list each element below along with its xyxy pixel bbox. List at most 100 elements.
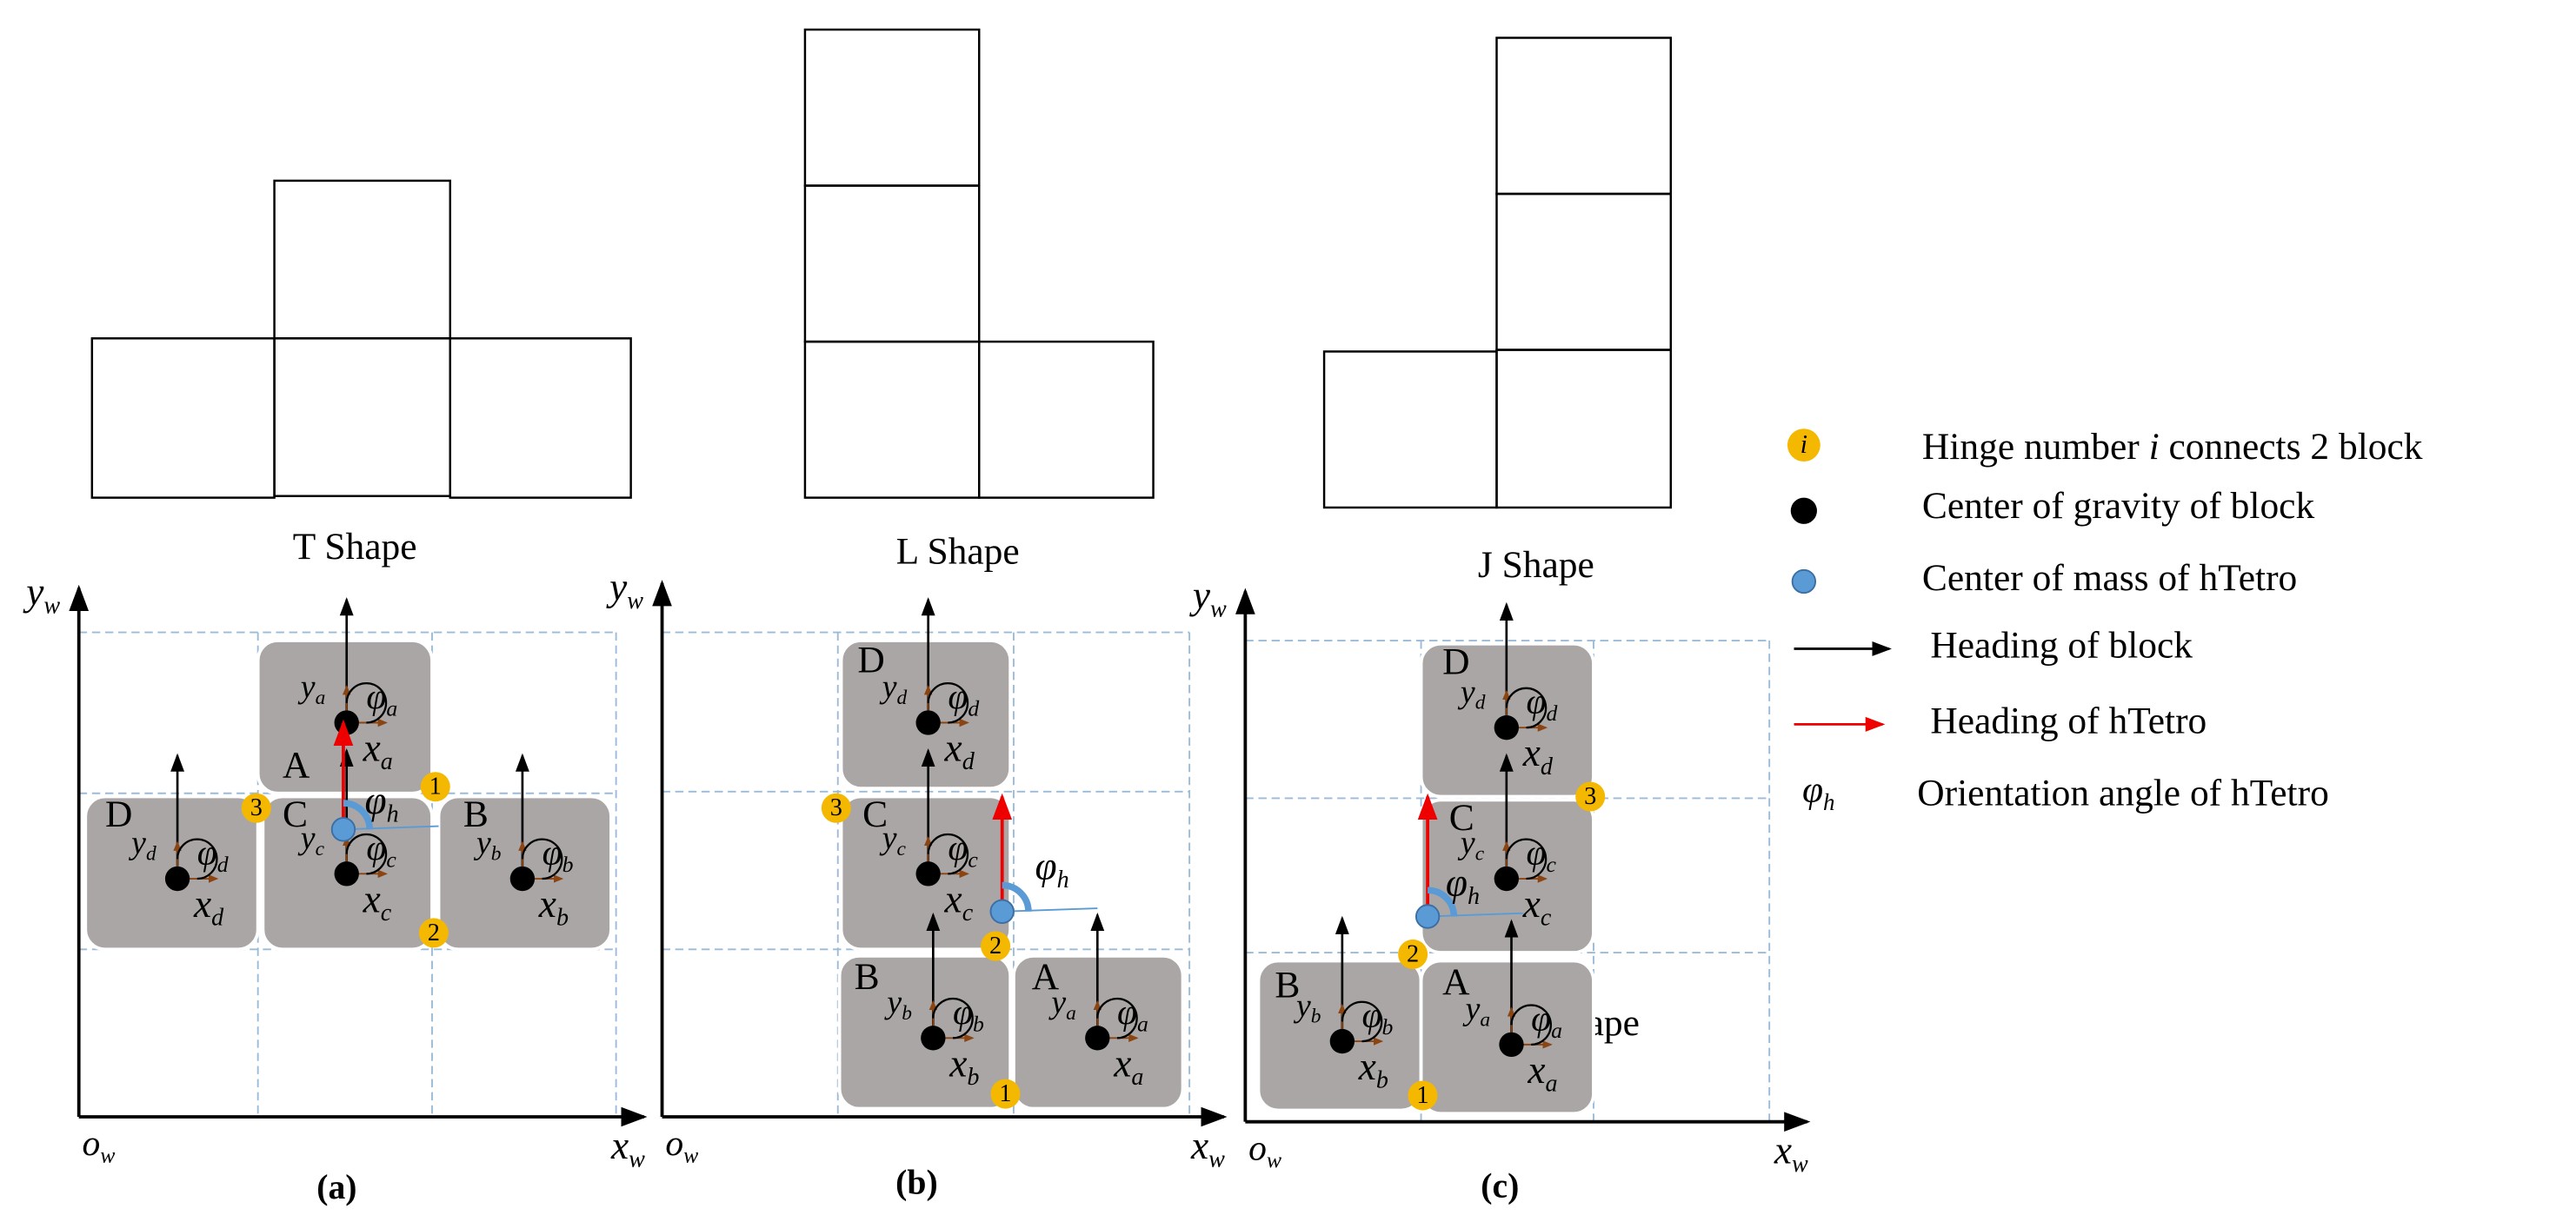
axis-y-label-base: y (606, 566, 628, 609)
block-phi-label-base: φ (948, 827, 968, 867)
block-label: D (105, 794, 132, 835)
axis-y-label-base: y (1189, 574, 1211, 617)
legend-hinge-part: i (2149, 426, 2160, 468)
block-x-label: xb (1358, 1046, 1388, 1095)
hinge (1398, 939, 1428, 969)
block-x-label-base: x (1113, 1042, 1131, 1086)
axis-y-label-sub: w (1210, 596, 1227, 623)
block-phi-label-sub: d (1547, 701, 1558, 726)
block-x-label-base: x (538, 882, 556, 926)
legend-orientation-icon-sub: h (1823, 789, 1834, 815)
outline-square (90, 337, 276, 499)
legend-mass-icon (1791, 568, 1817, 594)
block-y-label-base: y (473, 825, 491, 861)
block-y-label: ya (1462, 991, 1490, 1032)
block-y-label: yb (883, 984, 911, 1025)
block-phi-label-sub: a (1551, 1018, 1562, 1043)
hinge-number: 1 (429, 774, 442, 800)
block-label: B (463, 794, 489, 835)
block-center (915, 710, 941, 735)
axis-origin-label: ow (665, 1123, 698, 1168)
block-angle-arc (345, 682, 388, 724)
outline-square (449, 337, 632, 499)
axis-x-label-base: x (610, 1124, 629, 1167)
block-center (1499, 1032, 1524, 1058)
block-y-label: yb (473, 825, 502, 866)
hetro-center (989, 899, 1015, 924)
axis-x-label: xw (1190, 1124, 1225, 1173)
axis-origin-label-sub: w (100, 1142, 115, 1167)
block-y-label: yc (879, 820, 907, 860)
block-phi-label: φb (1362, 994, 1394, 1039)
block-x-label: xb (949, 1042, 979, 1092)
block-phi-label-sub: d (217, 852, 229, 877)
block-y-label-base: y (1457, 825, 1475, 861)
hinge (418, 918, 449, 948)
block-x-label: xc (944, 878, 974, 927)
shape-title: J Shape (1478, 544, 1594, 586)
block-x-label-sub: a (1131, 1064, 1143, 1091)
hetro-phi-label-base: φ (1035, 845, 1056, 888)
axis-x-label-sub: w (629, 1146, 645, 1173)
hetro-phi-label-sub: h (1468, 884, 1480, 911)
block-y-label: ya (1048, 984, 1075, 1025)
block-phi-label: φa (366, 676, 397, 721)
block-y-label-sub: c (897, 838, 907, 860)
legend-gravity-icon (1790, 497, 1817, 524)
block-y-label-sub: d (897, 687, 908, 709)
hetro-center (330, 817, 356, 842)
hetro-center (1414, 904, 1441, 929)
axis-y-label-sub: w (43, 593, 60, 620)
legend-hinge-part: Hinge number (1922, 426, 2149, 468)
legend-orientation-icon-base: φ (1802, 769, 1823, 811)
block-x-label: xa (363, 727, 393, 776)
block-x-label-sub: d (1541, 754, 1554, 780)
outline-square (803, 28, 981, 187)
legend-hinge-part: connects 2 block (2160, 426, 2423, 468)
hinge-number: 1 (999, 1080, 1011, 1107)
block-center (334, 861, 359, 887)
hetro-angle-arc (1427, 887, 1458, 917)
block-x-label-sub: b (967, 1064, 979, 1091)
block-phi-label-base: φ (366, 827, 386, 867)
block-center (509, 866, 536, 892)
block-x-label-base: x (193, 882, 211, 926)
legend-heading-hetro: Heading of hTetro (1930, 700, 2207, 741)
block-label: A (1032, 956, 1060, 998)
block-phi-label-sub: b (562, 852, 574, 877)
axis-y-label: yw (606, 566, 643, 615)
block-x-label-sub: b (1376, 1067, 1388, 1094)
block-y-label-base: y (883, 984, 902, 1020)
outline-square (1495, 37, 1673, 196)
block-phi-label-sub: c (968, 847, 978, 872)
hetro-phi-label-base: φ (1446, 861, 1468, 905)
hetro-angle-arc (343, 800, 373, 830)
outline-square (978, 340, 1155, 499)
axis-x-label-base: x (1190, 1124, 1208, 1167)
hetro-angle-arc (1002, 881, 1032, 913)
block-y-label: yc (297, 820, 325, 860)
block-angle-arc (1096, 997, 1138, 1039)
block-label: A (283, 744, 310, 786)
block-x-label: xa (1527, 1048, 1557, 1098)
block-label: C (283, 794, 308, 835)
axis-x-label-base: x (1774, 1129, 1792, 1172)
block-phi-label-base: φ (542, 832, 562, 872)
block-y-label: ya (297, 668, 326, 709)
block-phi-label: φc (366, 827, 396, 872)
block-y-label: yc (1457, 825, 1485, 866)
block-phi-label: φa (1531, 998, 1562, 1043)
block-y-label-sub: b (1311, 1006, 1321, 1028)
legend-heading-block: Heading of block (1930, 624, 2193, 666)
block-x-label-sub: c (381, 900, 392, 926)
block-y-label-sub: b (491, 843, 502, 866)
axis-y-label: yw (23, 570, 60, 620)
hinge-number: 3 (830, 794, 842, 821)
block-x-label-base: x (944, 727, 962, 770)
axis-x-label-sub: w (1792, 1152, 1808, 1179)
hetro-phi-label-sub: h (387, 801, 399, 828)
block-label: C (862, 794, 888, 835)
block-phi-label-base: φ (1531, 998, 1551, 1038)
hinge (241, 793, 271, 823)
axis-origin-label: ow (82, 1123, 115, 1168)
